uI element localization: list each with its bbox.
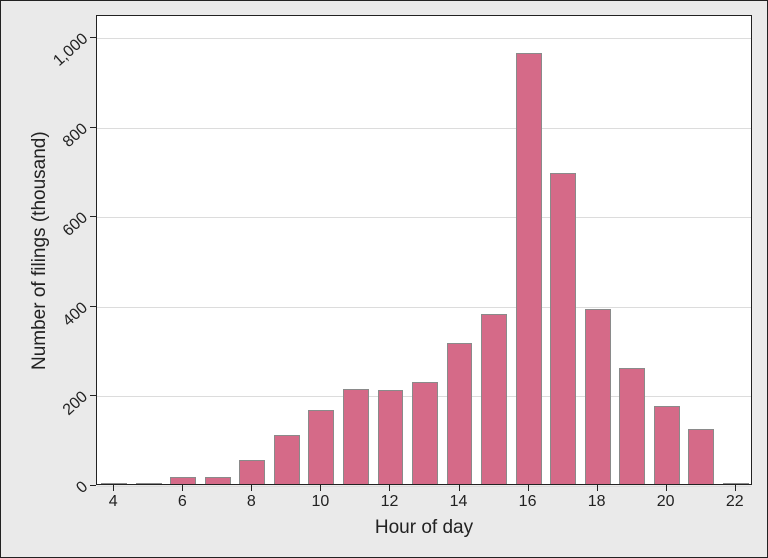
- y-tick-label: 0: [73, 478, 92, 497]
- y-tick: [90, 127, 96, 128]
- bar: [550, 173, 576, 484]
- bar: [481, 314, 507, 484]
- grid-line: [97, 128, 751, 129]
- bar: [308, 410, 334, 484]
- x-tick: [735, 485, 736, 491]
- x-tick: [666, 485, 667, 491]
- x-tick-label: 18: [588, 493, 606, 511]
- x-tick: [182, 485, 183, 491]
- y-tick-label: 1,000: [50, 31, 92, 71]
- bar: [447, 343, 473, 484]
- y-tick-label: 400: [60, 299, 92, 330]
- y-tick-label: 600: [60, 210, 92, 241]
- bar: [516, 53, 542, 484]
- grid-line: [97, 307, 751, 308]
- bar: [101, 483, 127, 484]
- bar: [136, 483, 162, 484]
- x-tick-label: 16: [519, 493, 537, 511]
- bar: [585, 309, 611, 484]
- bar: [343, 389, 369, 484]
- x-tick-label: 10: [312, 493, 330, 511]
- y-tick: [90, 216, 96, 217]
- x-tick-label: 8: [247, 493, 256, 511]
- chart-outer: Hour of day Number of filings (thousand)…: [0, 0, 768, 558]
- x-tick-label: 20: [657, 493, 675, 511]
- bar: [274, 435, 300, 484]
- x-tick: [528, 485, 529, 491]
- bar: [619, 368, 645, 484]
- bar: [205, 477, 231, 484]
- x-tick: [459, 485, 460, 491]
- grid-line: [97, 486, 751, 487]
- x-tick-label: 4: [109, 493, 118, 511]
- x-tick-label: 12: [381, 493, 399, 511]
- y-tick: [90, 395, 96, 396]
- x-tick: [597, 485, 598, 491]
- bar: [378, 390, 404, 484]
- y-tick-label: 200: [60, 389, 92, 420]
- bar: [723, 483, 749, 484]
- y-tick: [90, 485, 96, 486]
- plot-area: [96, 15, 752, 485]
- y-tick: [90, 37, 96, 38]
- bar: [239, 460, 265, 484]
- x-tick: [389, 485, 390, 491]
- bar: [688, 429, 714, 485]
- x-tick-label: 14: [450, 493, 468, 511]
- y-tick: [90, 306, 96, 307]
- bar: [170, 477, 196, 484]
- y-tick-label: 800: [60, 120, 92, 151]
- x-tick: [320, 485, 321, 491]
- x-axis-title: Hour of day: [375, 517, 473, 539]
- grid-line: [97, 217, 751, 218]
- bar: [654, 406, 680, 484]
- bar: [412, 382, 438, 484]
- x-tick-label: 22: [726, 493, 744, 511]
- x-tick-label: 6: [178, 493, 187, 511]
- grid-line: [97, 38, 751, 39]
- y-axis-title: Number of filings (thousand): [29, 131, 51, 370]
- x-tick: [251, 485, 252, 491]
- x-tick: [113, 485, 114, 491]
